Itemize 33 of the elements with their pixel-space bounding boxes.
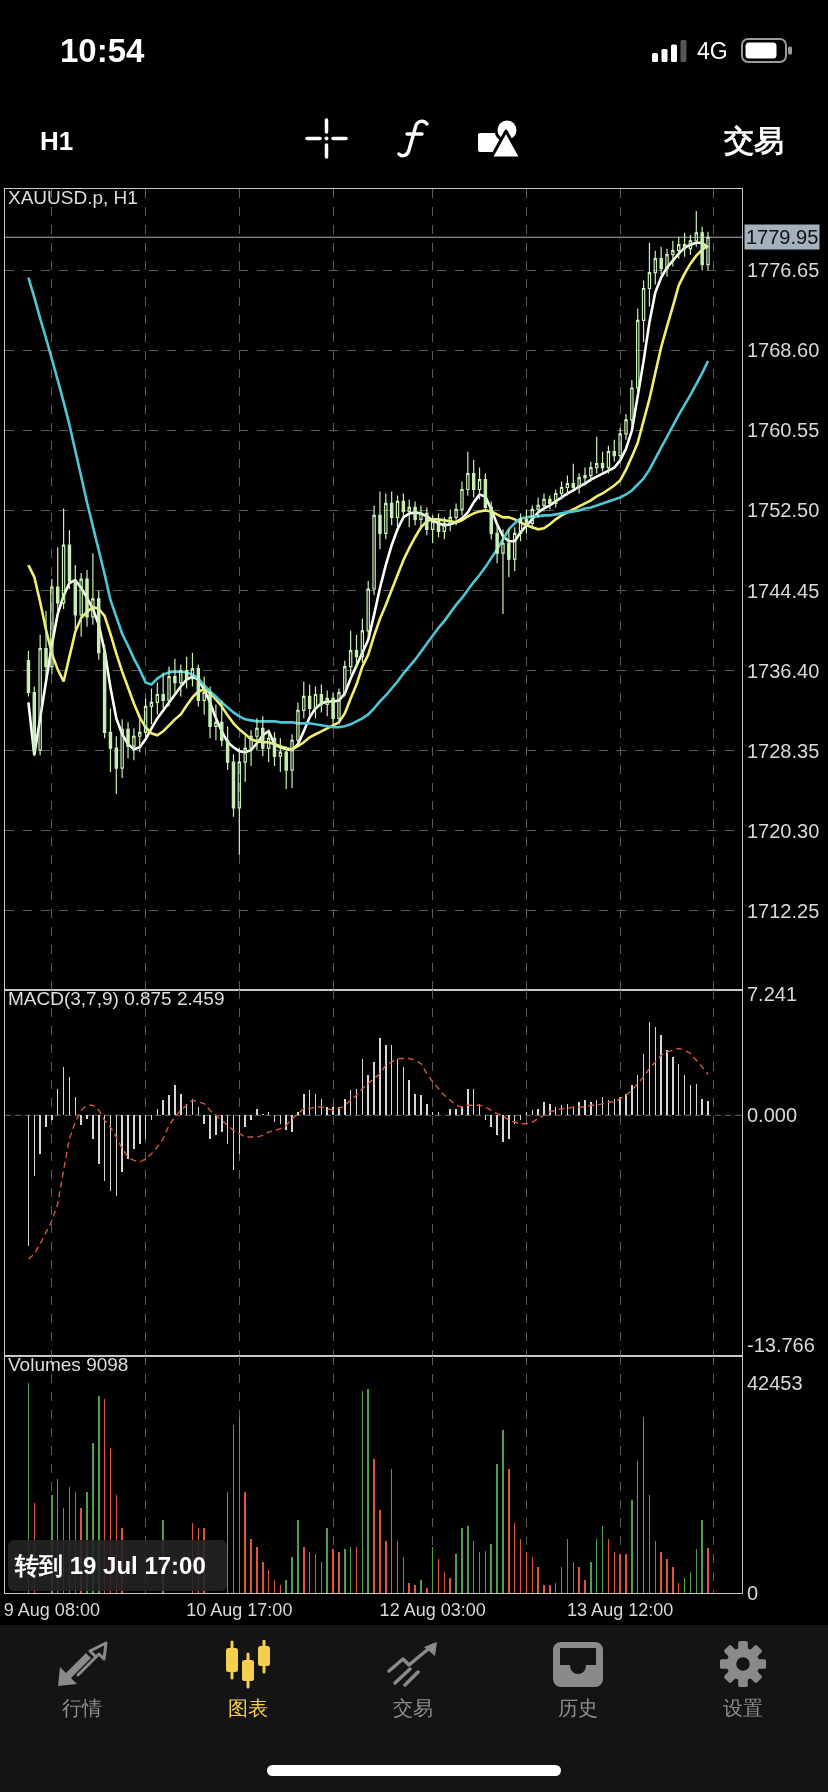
chart-title: MACD(3,7,9) 0.875 2.459 — [8, 988, 225, 1010]
y-tick-label: 1760.55 — [747, 419, 820, 442]
y-tick-label: 1712.25 — [747, 899, 820, 922]
y-tick-label: 42453 — [747, 1372, 803, 1395]
text: 设置 — [723, 1697, 763, 1719]
text: 4G — [697, 38, 728, 65]
y-tick-label: 0.000 — [747, 1104, 798, 1127]
x-tick-label: 10 Aug 17:00 — [186, 1599, 293, 1620]
y-tick-label: 1728.35 — [747, 739, 820, 762]
text: 图表 — [228, 1697, 268, 1719]
y-tick-label: 1736.40 — [747, 659, 820, 682]
text: 行情 — [62, 1697, 102, 1719]
y-tick-label: 1744.45 — [747, 579, 820, 602]
chart-title: Volumes 9098 — [8, 1354, 129, 1376]
annotation: 转到 19 Jul 17:00 — [15, 1552, 206, 1580]
y-tick-label: 1768.60 — [747, 339, 820, 362]
text: 交易 — [393, 1697, 433, 1719]
y-tick-label: 0 — [747, 1582, 759, 1604]
y-tick-label: 1752.50 — [747, 499, 820, 522]
y-tick-label: 1720.30 — [747, 819, 820, 842]
x-tick-label: 9 Aug 08:00 — [3, 1599, 100, 1620]
x-tick-label: 12 Aug 03:00 — [379, 1599, 486, 1620]
text: 历史 — [558, 1697, 598, 1719]
text: 交易 — [724, 124, 784, 157]
x-tick-label: 13 Aug 12:00 — [567, 1599, 674, 1620]
y-tick-label: 1776.65 — [747, 259, 820, 282]
goto-button: 转到 19 Jul 17:00 — [8, 1540, 227, 1591]
y-tick-label: 7.241 — [747, 983, 798, 1006]
text: H1 — [40, 126, 74, 156]
ref-line-label: 1779.95 — [746, 226, 819, 248]
text: 10:54 — [60, 32, 145, 70]
y-tick-label: -13.766 — [747, 1334, 815, 1357]
chart-title: XAUUSD.p, H1 — [8, 187, 138, 209]
